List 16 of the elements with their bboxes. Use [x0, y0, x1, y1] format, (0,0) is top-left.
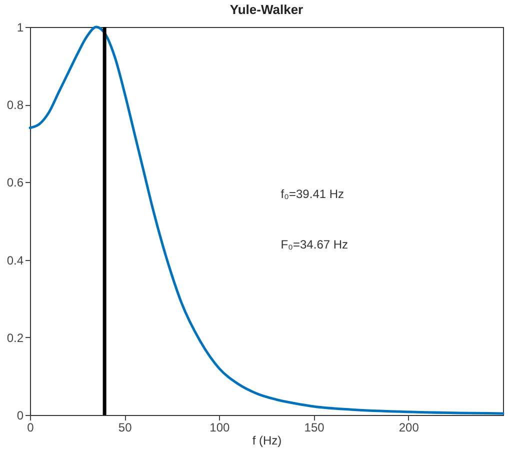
y-tick-label: 1	[16, 20, 24, 34]
y-tick-label: 0.8	[6, 98, 24, 112]
x-tick-label: 150	[304, 420, 325, 434]
y-tick-label: 0.2	[6, 330, 24, 345]
x-tick-label: 0	[27, 420, 34, 434]
y-tick-label: 0	[16, 408, 24, 422]
annotation: f₀=39.41 Hz	[280, 186, 344, 201]
x-tick-label: 50	[118, 420, 132, 434]
x-tick-label: 100	[210, 420, 230, 434]
y-tick-label: 0.6	[6, 176, 24, 190]
line-series	[28, 26, 504, 415]
x-axis-title: f (Hz)	[252, 434, 282, 448]
x-tick-label: 200	[398, 420, 420, 434]
annotation: F₀=34.67 Hz	[280, 237, 348, 252]
y-tick-label: 0.4	[6, 253, 24, 268]
chart-title: Yule-Walker	[230, 2, 304, 17]
